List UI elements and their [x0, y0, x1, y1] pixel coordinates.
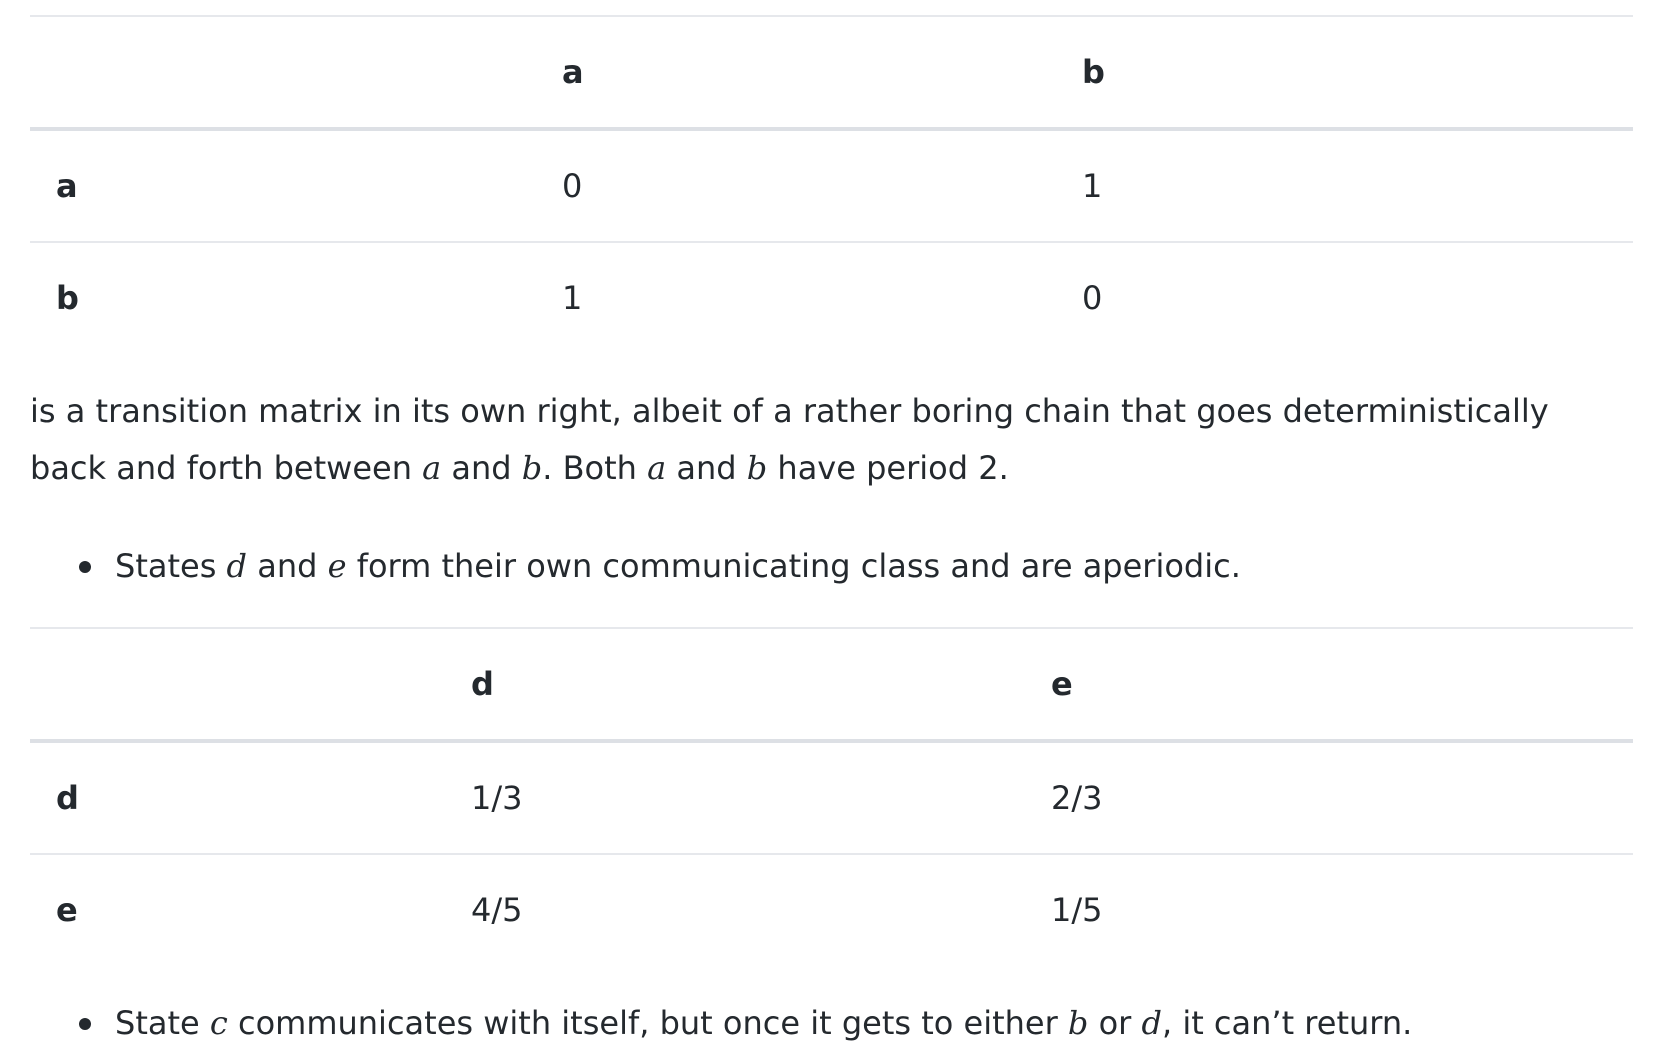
bullet-list: States d and e form their own communicat…: [30, 538, 1662, 595]
column-header: a: [536, 16, 1056, 131]
math-variable: c: [209, 1004, 228, 1042]
text-span: have period 2.: [767, 449, 1009, 487]
matrix-de-wrapper: d e d 1/3 2/3 e 4/5 1/5: [30, 627, 1633, 965]
matrix-ab-wrapper: a b a 0 1 b 1 0: [30, 15, 1633, 353]
table-row: b 1 0: [30, 242, 1633, 353]
text-span: States: [115, 547, 227, 585]
table-row: e 4/5 1/5: [30, 854, 1633, 965]
bullet-list: State c communicates with itself, but on…: [30, 995, 1662, 1052]
corner-cell: [30, 16, 536, 131]
table-cell: 1/5: [1051, 891, 1103, 929]
math-variable: e: [327, 547, 347, 585]
table-row: a 0 1: [30, 129, 1633, 243]
table-cell: 0: [1082, 279, 1103, 317]
column-header: e: [1025, 628, 1633, 743]
math-variable: b: [521, 449, 543, 487]
text-span: . Both: [542, 449, 648, 487]
text-span: or: [1088, 1004, 1142, 1042]
list-item: States d and e form their own communicat…: [79, 538, 1662, 595]
table-cell: 1: [1056, 129, 1633, 243]
row-header: b: [56, 279, 79, 317]
text-span: is a transition matrix in its own right,…: [30, 392, 1549, 487]
row-header: e: [56, 891, 78, 929]
column-header: b: [1056, 16, 1633, 131]
list-item: State c communicates with itself, but on…: [79, 995, 1662, 1052]
bullet-dot-icon: [79, 1018, 91, 1030]
math-variable: b: [746, 449, 768, 487]
table-cell: 1/3: [445, 741, 1025, 855]
table-cell: 2/3: [1025, 741, 1633, 855]
text-span: communicates with itself, but once it ge…: [227, 1004, 1068, 1042]
row-header: a: [30, 129, 536, 243]
math-variable: d: [1141, 1004, 1162, 1042]
table-cell: 1: [562, 279, 583, 317]
table-cell: 4/5: [471, 891, 523, 929]
paragraph-transition-matrix: is a transition matrix in its own right,…: [30, 383, 1633, 497]
table-row: d 1/3 2/3: [30, 741, 1633, 855]
transition-matrix-de: d e d 1/3 2/3 e 4/5 1/5: [30, 627, 1633, 965]
transition-matrix-ab: a b a 0 1 b 1 0: [30, 15, 1633, 353]
column-header: d: [445, 628, 1025, 743]
bullet-dot-icon: [79, 561, 91, 573]
text-span: , it can’t return.: [1161, 1004, 1413, 1042]
table-cell: 0: [536, 129, 1056, 243]
math-variable: d: [226, 547, 248, 585]
text-span: and: [441, 449, 522, 487]
math-variable: b: [1067, 1004, 1089, 1042]
text-span: form their own communicating class and a…: [346, 547, 1241, 585]
text-span: State: [115, 1004, 210, 1042]
row-header: d: [30, 741, 445, 855]
text-span: and: [247, 547, 328, 585]
table-header-row: a b: [30, 16, 1633, 131]
corner-cell: [30, 628, 445, 743]
text-span: and: [666, 449, 747, 487]
math-variable: a: [647, 449, 667, 487]
math-variable: a: [422, 449, 442, 487]
table-header-row: d e: [30, 628, 1633, 743]
